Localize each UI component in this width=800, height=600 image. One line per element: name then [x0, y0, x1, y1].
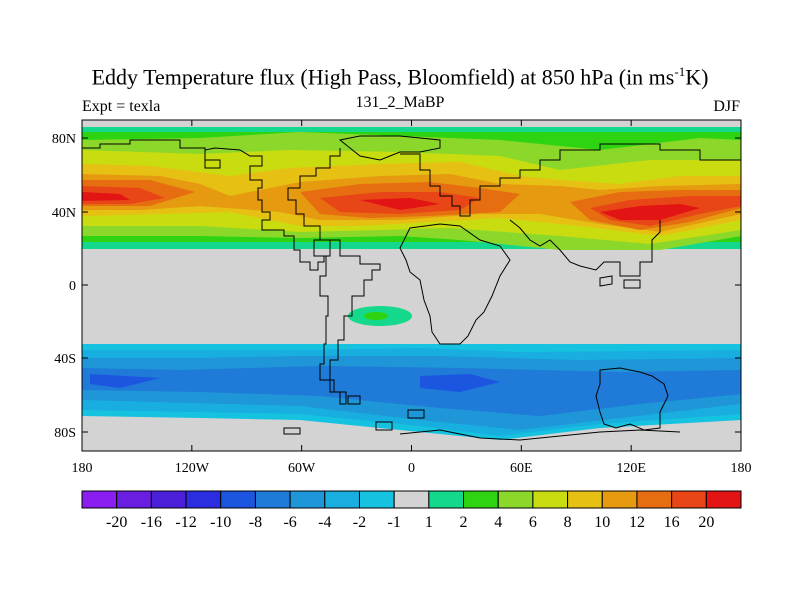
run-id-label: 131_2_MaBP [355, 94, 445, 111]
colorbar-label: 10 [594, 514, 610, 531]
colorbar-label: 8 [564, 514, 572, 531]
colorbar-box [497, 490, 534, 509]
colorbar-label: -12 [175, 514, 196, 531]
colorbar-box [150, 490, 187, 509]
chart-title: Eddy Temperature flux (High Pass, Bloomf… [91, 64, 709, 90]
sh-band-8 [90, 374, 500, 392]
colorbar-box [532, 490, 569, 509]
lon-tick-label: 120E [616, 461, 646, 476]
coast-europe-asia [400, 143, 741, 217]
lon-tick-label: 0 [408, 461, 415, 476]
colorbar-label: 12 [629, 514, 645, 531]
colorbar-box [428, 490, 465, 509]
colorbar-label: -6 [283, 514, 296, 531]
colorbar-label: -4 [318, 514, 331, 531]
colorbar-box [220, 490, 256, 509]
colorbar-label: 1 [425, 514, 433, 531]
colorbar-label: 2 [460, 514, 468, 531]
colorbar-box [254, 490, 291, 509]
experiment-label: Expt = texla [82, 98, 161, 115]
flux-field [82, 127, 741, 440]
tropical-patch-inner [364, 312, 388, 320]
colorbar-box [289, 490, 326, 509]
colorbar-box [705, 490, 742, 509]
map-axes: 180 120W 60W 0 60E 120E 180 80N 40N 0 40S 80S [52, 120, 752, 476]
colorbar-label: 20 [698, 514, 714, 531]
lon-tick-label: 60E [510, 461, 533, 476]
coast-south-america [313, 239, 381, 405]
colorbar-box [358, 490, 395, 509]
colorbar-box [601, 490, 638, 509]
coast-greenland [338, 135, 441, 161]
lon-tick-label: 180 [731, 461, 752, 476]
colorbar-box [81, 490, 118, 509]
colorbar-box [185, 490, 222, 509]
colorbar-box [671, 490, 707, 509]
lat-tick-label: 40S [54, 352, 76, 367]
season-label: DJF [713, 98, 740, 115]
coast-north-america [82, 139, 341, 271]
coast-antarctica [399, 429, 681, 441]
lat-tick-label: 80N [52, 132, 76, 147]
colorbar-label: -1 [387, 514, 400, 531]
colorbar-box [324, 490, 360, 509]
coast-australia [595, 367, 669, 431]
colorbar-box [116, 490, 152, 509]
colorbar-label: -8 [249, 514, 262, 531]
lat-tick-label: 40N [52, 206, 76, 221]
lat-tick-label: 80S [54, 426, 76, 441]
coast-africa [399, 223, 511, 345]
colorbar-label: -2 [353, 514, 366, 531]
lon-tick-label: 120W [175, 461, 210, 476]
coastlines [82, 135, 741, 441]
colorbar-label: -20 [106, 514, 127, 531]
lon-tick-label: 180 [72, 461, 93, 476]
colorbar-box [463, 490, 499, 509]
colorbar-box [567, 490, 603, 509]
lat-tick-label: 0 [69, 279, 76, 294]
colorbar-label: 6 [529, 514, 537, 531]
colorbar-label: 16 [664, 514, 680, 531]
colorbar-box [393, 490, 430, 509]
lon-tick-label: 60W [288, 461, 316, 476]
colorbar-label: 4 [494, 514, 502, 531]
coast-indonesia [599, 275, 641, 289]
colorbar-label: -10 [210, 514, 231, 531]
coast-antarctica-islands [283, 395, 425, 435]
colorbar-label: -16 [141, 514, 162, 531]
coast-asia-south [509, 219, 661, 277]
sh-band-6 [82, 366, 741, 416]
nh-band-20 [82, 192, 700, 220]
colorbar-box [636, 490, 673, 509]
colorbar: -20 -16 -12 -10 -8 -6 -4 -2 -1 1 2 4 6 8 10 12 16 20 [81, 490, 742, 531]
